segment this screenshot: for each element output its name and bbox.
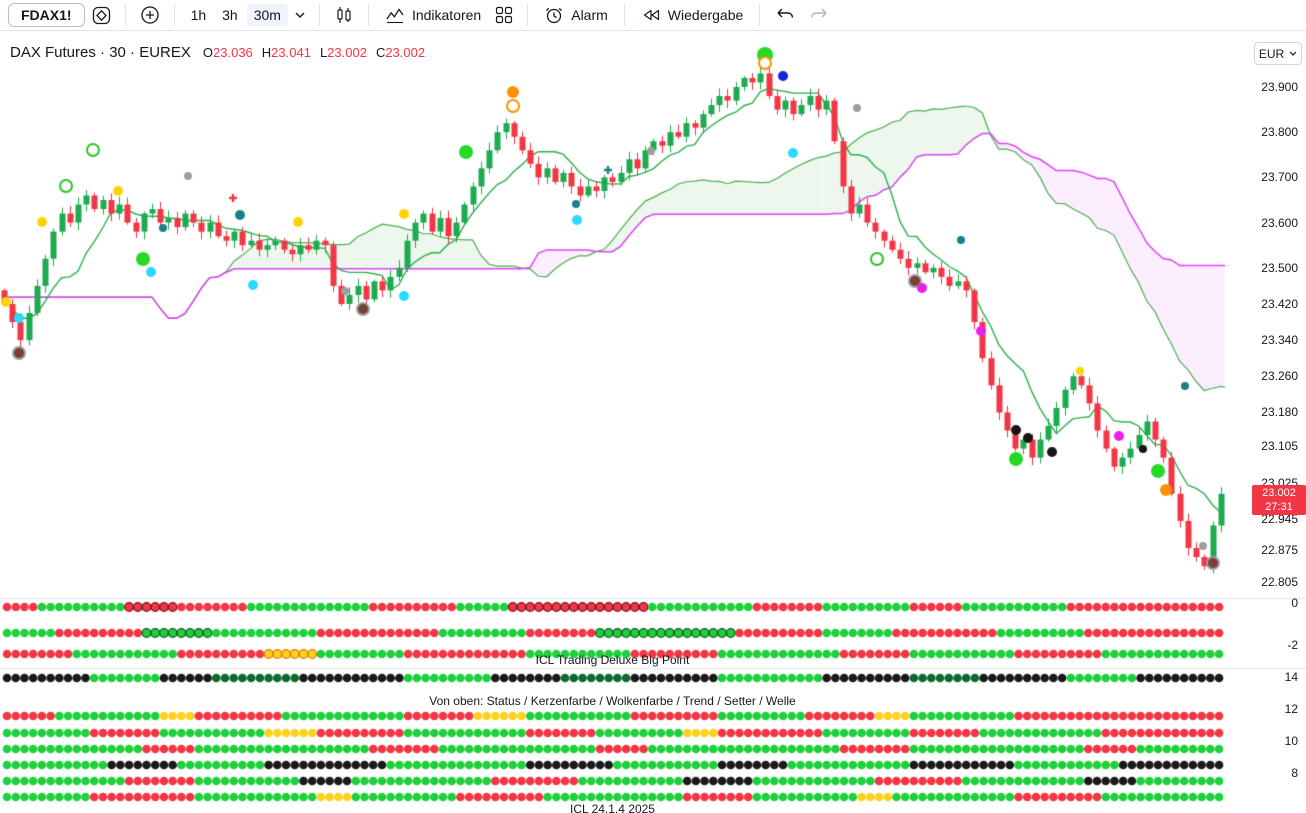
price-axis-label: 22.875 [1261, 543, 1298, 558]
high-key: H [261, 45, 272, 60]
timeframe-30m[interactable]: 30m [246, 4, 288, 26]
price-axis-label: 23.600 [1261, 215, 1298, 230]
chart-legend[interactable]: DAX Futures · 30 · EUREX O23.036 H23.041… [10, 44, 425, 61]
bar-countdown: 27:31 [1265, 500, 1293, 513]
toolbar-separator [623, 4, 625, 26]
chart-title: DAX Futures · 30 · EUREX [10, 44, 191, 61]
candles-icon [337, 7, 351, 23]
panel-axis-label: 0 [1291, 596, 1298, 610]
main-toolbar: FDAX1! 1h 3h 30m Indikatoren [0, 0, 1306, 31]
timeframe-menu-button[interactable] [290, 9, 310, 21]
price-axis-label: 22.945 [1261, 511, 1298, 526]
indicators-icon [386, 8, 404, 24]
price-axis-label: 23.700 [1261, 170, 1298, 185]
chevron-down-icon [295, 12, 305, 18]
playback-button[interactable]: Wiedergabe [634, 2, 751, 28]
open-value: 23.036 [213, 45, 253, 60]
diamond-icon [92, 6, 110, 24]
last-price-value: 23.002 [1262, 486, 1296, 499]
price-axis-label: 23.180 [1261, 405, 1298, 420]
ohlc-values: O23.036 H23.041 L23.002 C23.002 [203, 45, 425, 60]
panel-axis-label: 10 [1284, 734, 1298, 748]
low-key: L [319, 45, 328, 60]
timeframe-label: 1h [190, 7, 207, 23]
price-axis-label: 23.420 [1261, 296, 1298, 311]
indicator-subtitle: Von oben: Status / Kerzenfarbe / Wolkenf… [429, 694, 796, 708]
timeframe-1h[interactable]: 1h [184, 4, 214, 26]
price-axis-label: 23.500 [1261, 260, 1298, 275]
toolbar-separator [124, 4, 126, 26]
indicators-label: Indikatoren [411, 7, 482, 23]
price-axis-label: 23.105 [1261, 439, 1298, 454]
undo-button[interactable] [769, 4, 801, 26]
panel-axis-label: 12 [1284, 702, 1298, 716]
rewind-icon [643, 9, 659, 21]
price-axis[interactable]: EUR 23.002 27:31 23.900 23.800 23.700 23.60… [1225, 31, 1306, 813]
symbol-search-box[interactable]: FDAX1! [8, 3, 85, 27]
indicator-title: ICL Trading Deluxe Big Point [535, 653, 690, 667]
timeframe-3h[interactable]: 3h [215, 4, 245, 26]
high-value: 23.041 [271, 45, 311, 60]
layout-grid-icon [496, 6, 513, 24]
indicator-templates-button[interactable] [490, 3, 518, 27]
symbol-flag-button[interactable] [87, 3, 116, 28]
toolbar-separator [367, 4, 369, 26]
price-axis-label: 23.800 [1261, 125, 1298, 140]
low-value: 23.002 [327, 45, 367, 60]
price-axis-label: 23.900 [1261, 80, 1298, 94]
toolbar-separator [527, 4, 529, 26]
plus-circle-icon [140, 6, 159, 24]
chart-type-button[interactable] [329, 2, 359, 28]
redo-arrow-icon [811, 8, 827, 18]
currency-label: EUR [1258, 46, 1285, 61]
close-value: 23.002 [385, 45, 426, 60]
currency-button[interactable]: EUR [1254, 42, 1302, 65]
indicator-bottom-label: ICL 24.1.4 2025 [570, 802, 655, 813]
indicators-button[interactable]: Indikatoren [378, 2, 488, 28]
alarm-clock-icon [546, 7, 563, 24]
chevron-down-icon [1289, 51, 1297, 56]
price-axis-label: 22.805 [1261, 574, 1298, 589]
alarm-label: Alarm [571, 7, 608, 23]
open-key: O [202, 45, 214, 60]
undo-arrow-icon [777, 8, 794, 18]
timeframe-label: 3h [222, 7, 238, 23]
close-key: C [375, 45, 386, 60]
playback-label: Wiedergabe [667, 7, 744, 23]
panel-axis-label: 8 [1291, 766, 1298, 780]
last-price-badge: 23.002 27:31 [1252, 484, 1306, 515]
redo-button[interactable] [803, 4, 835, 26]
timeframe-label: 30m [253, 7, 281, 23]
toolbar-separator [318, 4, 320, 26]
panel-axis-label: -2 [1287, 638, 1298, 652]
price-axis-label: 23.340 [1261, 333, 1298, 348]
toolbar-separator [173, 4, 175, 26]
alarm-button[interactable]: Alarm [537, 2, 615, 28]
panel-axis-label: 14 [1284, 670, 1298, 684]
toolbar-separator [759, 4, 761, 26]
compare-add-button[interactable] [135, 2, 165, 28]
price-axis-label: 23.260 [1261, 369, 1298, 384]
symbol-text: FDAX1! [21, 7, 72, 23]
